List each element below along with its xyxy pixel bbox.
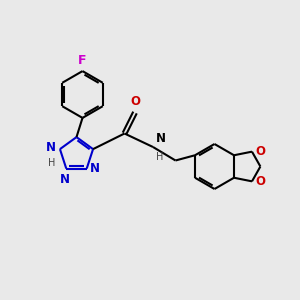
Text: O: O [255, 145, 265, 158]
Text: F: F [78, 54, 87, 67]
Text: N: N [90, 162, 100, 175]
Text: O: O [255, 176, 265, 188]
Text: H: H [48, 158, 55, 167]
Text: N: N [155, 132, 165, 145]
Text: H: H [156, 152, 163, 162]
Text: N: N [46, 141, 56, 154]
Text: N: N [59, 173, 70, 186]
Text: O: O [130, 95, 140, 108]
